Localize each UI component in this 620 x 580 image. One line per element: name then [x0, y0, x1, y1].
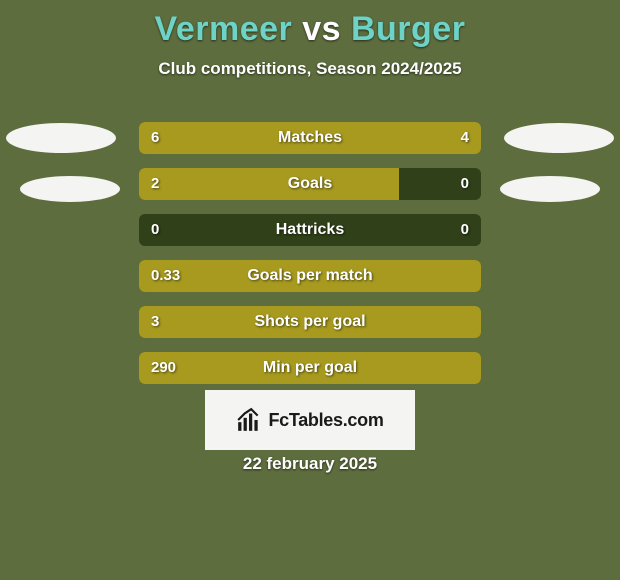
avatar-placeholder-right-2 [500, 176, 600, 202]
page-title: Vermeer vs Burger [0, 0, 620, 49]
logo-text: FcTables.com [268, 410, 383, 431]
bars-trend-icon [236, 407, 262, 433]
bar-fill-left [139, 352, 481, 384]
subtitle: Club competitions, Season 2024/2025 [0, 59, 620, 79]
bar-fill-left [139, 306, 481, 338]
avatar-placeholder-left-1 [6, 123, 116, 153]
bar-fill-right [344, 122, 481, 154]
bar-fill-left [139, 260, 481, 292]
stat-bar-row: 64Matches [139, 122, 481, 154]
stat-bars-container: 64Matches20Goals00Hattricks0.33Goals per… [139, 122, 481, 398]
bar-fill-left [139, 168, 399, 200]
comparison-card: Vermeer vs Burger Club competitions, Sea… [0, 0, 620, 580]
stat-bar-row: 3Shots per goal [139, 306, 481, 338]
stat-bar-row: 20Goals [139, 168, 481, 200]
avatar-placeholder-right-1 [504, 123, 614, 153]
bar-value-left: 0 [151, 214, 159, 246]
bar-label: Hattricks [139, 214, 481, 246]
vs-separator: vs [292, 10, 351, 48]
stat-bar-row: 290Min per goal [139, 352, 481, 384]
bar-value-right: 0 [461, 214, 469, 246]
avatar-placeholder-left-2 [20, 176, 120, 202]
stat-bar-row: 0.33Goals per match [139, 260, 481, 292]
comparison-date: 22 february 2025 [0, 454, 620, 474]
player-left-name: Vermeer [155, 10, 293, 48]
stat-bar-row: 0 0Hattricks [139, 214, 481, 246]
bar-value-right: 0 [461, 168, 469, 200]
bar-fill-left [139, 122, 344, 154]
logo-box: FcTables.com [205, 390, 415, 450]
player-right-name: Burger [351, 10, 465, 48]
